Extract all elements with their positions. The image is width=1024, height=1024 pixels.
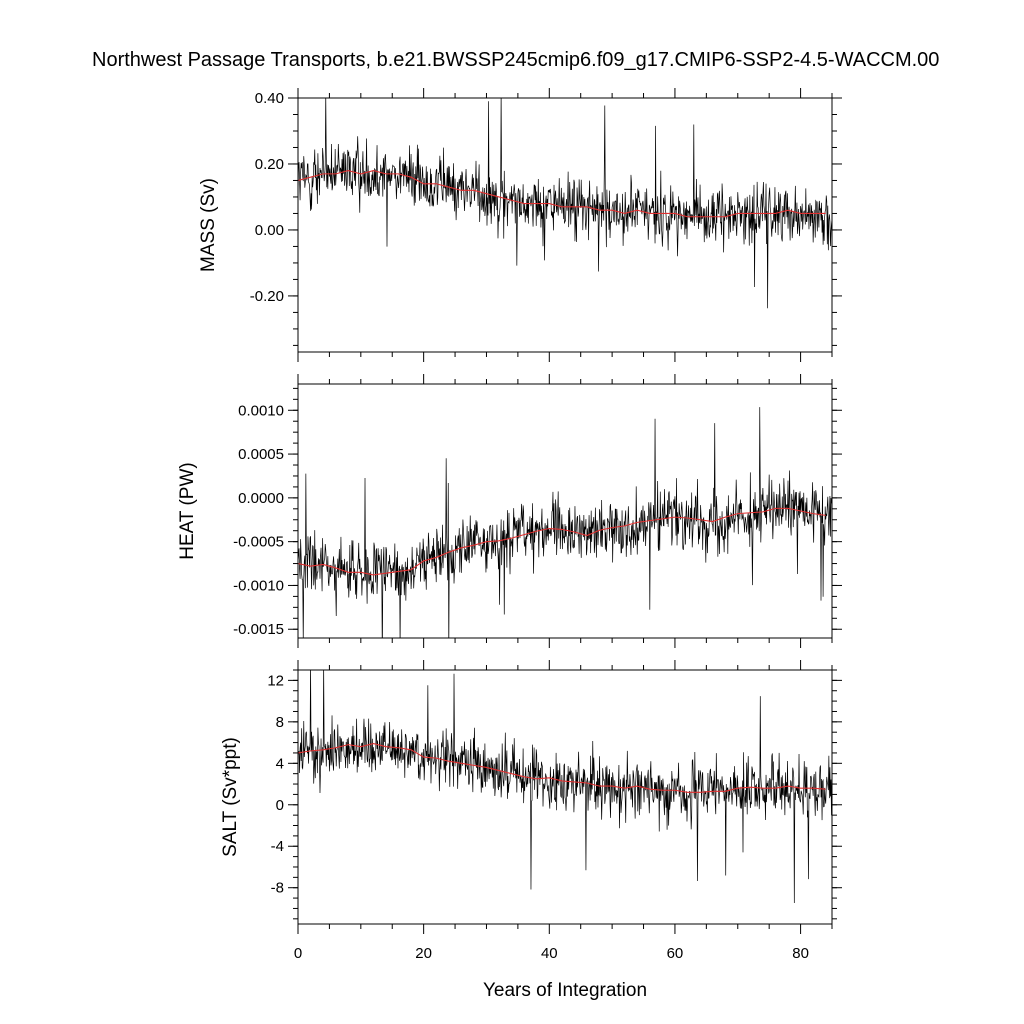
y-axis-label: HEAT (PW) (177, 462, 198, 559)
y-tick-label: -0.0015 (233, 621, 284, 638)
series-running-mean-line (298, 170, 826, 218)
x-tick-label: 20 (415, 945, 432, 962)
series-monthly-line (298, 98, 832, 309)
y-tick-label: 8 (276, 714, 284, 731)
y-tick-label: -0.0010 (233, 577, 284, 594)
x-tick-label: 0 (294, 945, 302, 962)
y-tick-label: 0.0005 (238, 446, 284, 463)
series-running-mean-line (298, 507, 826, 576)
y-axis-label: SALT (Sv*ppt) (220, 737, 241, 857)
y-tick-label: -0.20 (250, 288, 284, 305)
y-tick-label: 4 (276, 755, 284, 772)
series-monthly-line (298, 407, 832, 638)
x-axis-label: Years of Integration (483, 980, 647, 1001)
y-tick-label: -8 (271, 880, 284, 897)
y-tick-label: 0.0000 (238, 490, 284, 507)
y-tick-label: -0.0005 (233, 534, 284, 551)
y-tick-label: 0.00 (255, 222, 284, 239)
y-tick-label: 0.20 (255, 156, 284, 173)
x-tick-label: 60 (667, 945, 684, 962)
y-axis-label: MASS (Sv) (198, 178, 219, 272)
series-monthly-line (298, 670, 832, 904)
plot-frame (297, 669, 833, 925)
y-tick-label: -4 (271, 838, 284, 855)
panel-mass: 0.40 0.20 0.00 -0.20 MASS (Sv) (198, 88, 842, 362)
panel-heat: 0.0010 0.0005 0.0000 -0.0005 -0.0010 -0.0015 H… (177, 374, 842, 648)
y-tick-label: 12 (267, 672, 284, 689)
y-tick-label: 0.0010 (238, 402, 284, 419)
chart-title: Northwest Passage Transports, b.e21.BWSS… (92, 49, 939, 71)
y-tick-label: 0 (276, 797, 284, 814)
y-tick-label: 0.40 (255, 90, 284, 107)
plot-frame (297, 97, 833, 353)
series-running-mean-line (298, 743, 826, 793)
x-tick-label: 40 (541, 945, 558, 962)
plot-frame (297, 383, 833, 639)
x-tick-label: 80 (792, 945, 809, 962)
